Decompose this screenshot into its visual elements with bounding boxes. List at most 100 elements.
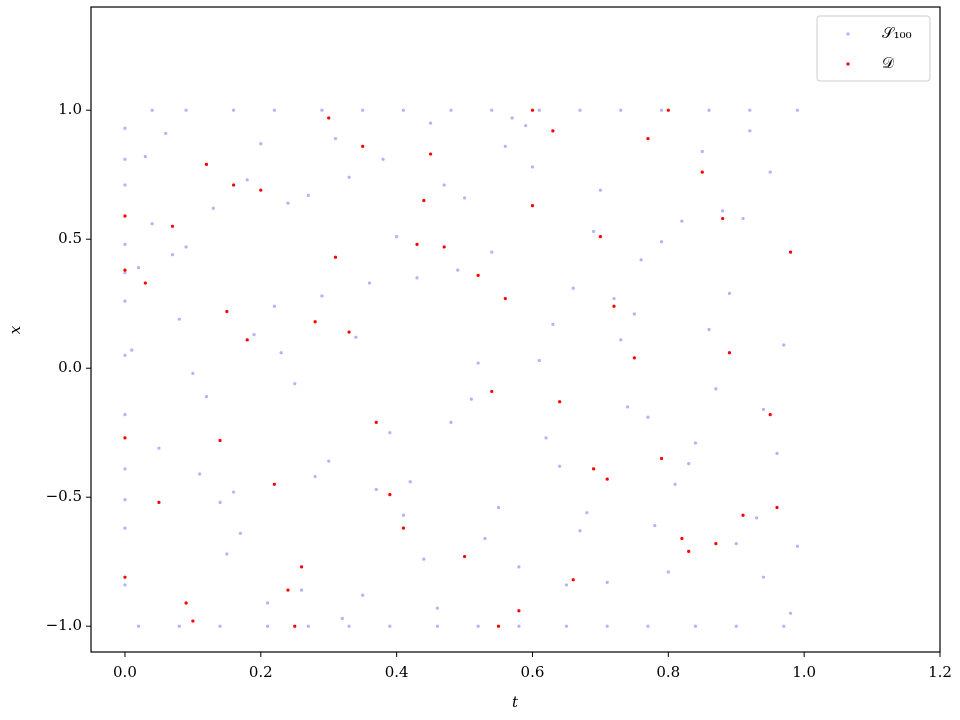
point	[320, 294, 324, 298]
point	[748, 129, 752, 133]
point	[462, 554, 467, 559]
y-tick-label: −0.5	[46, 487, 82, 505]
point	[741, 216, 745, 221]
point	[232, 183, 236, 187]
point	[218, 500, 222, 504]
point	[157, 446, 161, 450]
point	[170, 253, 175, 257]
point	[299, 565, 304, 569]
point	[435, 606, 439, 610]
point	[177, 624, 181, 628]
point	[429, 152, 433, 156]
point	[286, 201, 290, 205]
point	[320, 108, 324, 112]
legend-label: 𝒮₁₀₀	[882, 24, 912, 42]
point	[259, 142, 263, 146]
point	[653, 523, 657, 528]
x-axis-label: t	[512, 693, 519, 711]
point	[795, 544, 799, 548]
point	[721, 216, 725, 221]
series-points	[123, 108, 799, 628]
point	[123, 268, 127, 272]
point	[327, 116, 331, 120]
point	[123, 126, 127, 130]
point	[551, 322, 555, 326]
point	[605, 477, 609, 481]
point	[123, 242, 127, 246]
point	[143, 281, 147, 285]
point	[524, 124, 528, 128]
point	[388, 493, 392, 497]
point	[721, 209, 725, 213]
point	[136, 265, 141, 270]
point	[592, 229, 596, 234]
point	[476, 361, 480, 365]
point	[734, 542, 738, 546]
point	[272, 482, 276, 486]
point	[714, 542, 718, 546]
point	[211, 206, 215, 210]
point	[469, 397, 473, 401]
point	[768, 170, 772, 174]
point	[422, 557, 426, 561]
point	[306, 624, 310, 628]
point	[476, 624, 480, 628]
point	[755, 516, 759, 520]
point	[693, 441, 698, 445]
point	[646, 136, 650, 141]
point	[687, 549, 691, 553]
point	[517, 565, 521, 569]
point	[408, 480, 412, 484]
point	[204, 394, 209, 399]
point	[150, 222, 154, 226]
point	[788, 611, 793, 615]
point	[564, 624, 569, 628]
y-axis-label: x	[6, 325, 24, 334]
x-tick-label: 1.0	[792, 663, 816, 681]
point	[225, 552, 229, 556]
point	[490, 250, 494, 254]
point	[347, 624, 351, 628]
x-tick-label: 0.8	[656, 663, 680, 681]
point	[204, 162, 209, 166]
point	[157, 500, 161, 504]
point	[490, 108, 494, 112]
x-tick-label: 0.0	[113, 663, 137, 681]
point	[415, 242, 419, 246]
point	[707, 108, 711, 112]
point	[490, 389, 494, 394]
point	[347, 330, 351, 334]
x-tick-label: 0.6	[521, 663, 545, 681]
point	[646, 624, 650, 628]
point	[374, 487, 378, 492]
point	[558, 464, 562, 468]
point	[510, 116, 514, 120]
point	[659, 108, 664, 112]
point	[659, 456, 664, 461]
point	[333, 255, 338, 259]
point	[782, 343, 786, 347]
point	[123, 467, 127, 471]
point	[775, 451, 779, 455]
point	[666, 570, 670, 574]
point	[259, 188, 263, 192]
point	[619, 108, 623, 112]
point	[401, 526, 406, 530]
point	[361, 108, 365, 112]
point	[788, 250, 793, 254]
point	[687, 462, 691, 466]
point	[496, 505, 501, 510]
point	[238, 531, 243, 535]
point	[136, 624, 141, 628]
point	[130, 348, 134, 352]
point	[313, 474, 317, 479]
point	[646, 415, 650, 419]
point	[191, 619, 195, 623]
point	[415, 276, 419, 280]
point	[361, 593, 365, 597]
point	[123, 575, 127, 579]
y-tick-label: 1.0	[58, 100, 82, 118]
point	[503, 296, 507, 301]
point	[123, 436, 127, 440]
